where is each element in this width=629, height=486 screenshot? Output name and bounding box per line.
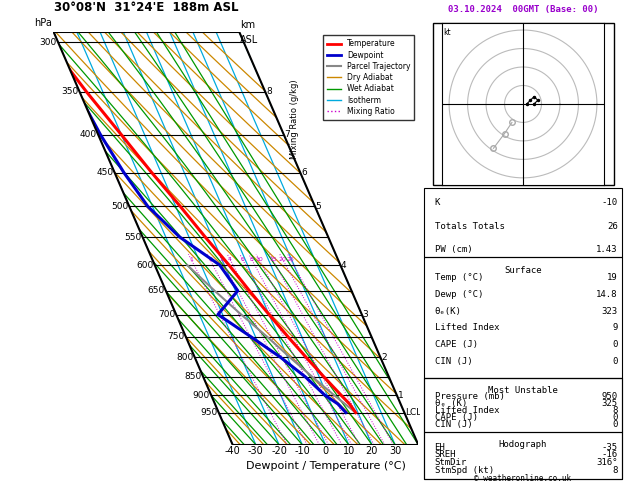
Text: 300: 300: [40, 38, 57, 47]
Text: 316°: 316°: [596, 458, 618, 468]
Text: -35: -35: [601, 443, 618, 451]
Text: 6: 6: [241, 257, 245, 262]
Bar: [433, 23, 613, 185]
Text: Surface: Surface: [504, 266, 542, 275]
Text: StmDir: StmDir: [435, 458, 467, 468]
Text: Mixing Ratio (g/kg): Mixing Ratio (g/kg): [290, 79, 299, 159]
Text: 950: 950: [200, 408, 218, 417]
Text: 4: 4: [341, 260, 347, 270]
Text: 10: 10: [255, 257, 263, 262]
Text: 950: 950: [601, 393, 618, 401]
Text: θₑ(K): θₑ(K): [435, 307, 462, 315]
Text: kt: kt: [443, 28, 451, 37]
Text: 4: 4: [228, 257, 232, 262]
Text: Totals Totals: Totals Totals: [435, 222, 504, 230]
Text: SREH: SREH: [435, 451, 456, 459]
Text: 15: 15: [269, 257, 277, 262]
Text: 8: 8: [250, 257, 253, 262]
Text: Dewpoint / Temperature (°C): Dewpoint / Temperature (°C): [245, 461, 406, 471]
Text: 450: 450: [96, 168, 113, 177]
Text: Lifted Index: Lifted Index: [435, 406, 499, 416]
Text: -16: -16: [601, 451, 618, 459]
Text: CIN (J): CIN (J): [435, 357, 472, 365]
Bar: [425, 432, 621, 479]
Text: -30: -30: [248, 446, 264, 456]
Bar: [425, 188, 621, 258]
Text: Dewp (°C): Dewp (°C): [435, 290, 483, 299]
Text: 350: 350: [61, 87, 79, 96]
Text: 0: 0: [612, 420, 618, 429]
Text: Hodograph: Hodograph: [499, 440, 547, 449]
Text: ASL: ASL: [240, 35, 258, 45]
Text: 20: 20: [279, 257, 287, 262]
Text: Lifted Index: Lifted Index: [435, 323, 499, 332]
Text: 7: 7: [284, 130, 291, 139]
Text: 650: 650: [147, 286, 165, 295]
Text: -10: -10: [601, 198, 618, 208]
Text: 0: 0: [612, 357, 618, 365]
Text: -10: -10: [294, 446, 310, 456]
Text: 03.10.2024  00GMT (Base: 00): 03.10.2024 00GMT (Base: 00): [448, 5, 598, 14]
Text: 14.8: 14.8: [596, 290, 618, 299]
Bar: [425, 378, 621, 479]
Text: 900: 900: [192, 391, 210, 399]
Text: 8: 8: [266, 87, 272, 96]
Text: hPa: hPa: [35, 18, 52, 28]
Text: 1: 1: [189, 257, 193, 262]
Text: 500: 500: [111, 202, 128, 211]
Text: EH: EH: [435, 443, 445, 451]
Text: CAPE (J): CAPE (J): [435, 340, 477, 349]
Text: 600: 600: [136, 260, 153, 270]
Text: CAPE (J): CAPE (J): [435, 413, 477, 422]
Text: 700: 700: [158, 310, 175, 319]
Text: Temp (°C): Temp (°C): [435, 273, 483, 282]
Text: Pressure (mb): Pressure (mb): [435, 393, 504, 401]
Text: StmSpd (kt): StmSpd (kt): [435, 467, 494, 475]
Text: 9: 9: [612, 323, 618, 332]
Text: 10: 10: [343, 446, 355, 456]
Text: © weatheronline.co.uk: © weatheronline.co.uk: [474, 474, 572, 483]
Text: 750: 750: [167, 332, 185, 341]
Text: 550: 550: [124, 233, 142, 242]
Text: 0: 0: [323, 446, 328, 456]
Text: 400: 400: [80, 130, 97, 139]
Text: 30: 30: [389, 446, 401, 456]
Text: Most Unstable: Most Unstable: [488, 386, 558, 396]
Text: 30°08'N  31°24'E  188m ASL: 30°08'N 31°24'E 188m ASL: [54, 1, 238, 14]
Text: 20: 20: [365, 446, 378, 456]
Text: 5: 5: [316, 202, 321, 211]
Text: θₑ (K): θₑ (K): [435, 399, 467, 408]
Text: 0: 0: [612, 413, 618, 422]
Text: 850: 850: [185, 372, 202, 382]
Text: 2: 2: [208, 257, 212, 262]
Text: -40: -40: [225, 446, 240, 456]
Text: 1: 1: [398, 391, 403, 399]
Bar: [425, 258, 621, 378]
Text: -20: -20: [271, 446, 287, 456]
Text: 26: 26: [607, 222, 618, 230]
Text: 8: 8: [612, 467, 618, 475]
Text: 0: 0: [612, 340, 618, 349]
Text: PW (cm): PW (cm): [435, 245, 472, 254]
Text: 325: 325: [601, 399, 618, 408]
Text: 800: 800: [176, 353, 194, 362]
Text: km: km: [240, 20, 255, 30]
Legend: Temperature, Dewpoint, Parcel Trajectory, Dry Adiabat, Wet Adiabat, Isotherm, Mi: Temperature, Dewpoint, Parcel Trajectory…: [323, 35, 415, 120]
Text: LCL: LCL: [405, 408, 421, 417]
Text: CIN (J): CIN (J): [435, 420, 472, 429]
Text: 323: 323: [601, 307, 618, 315]
Text: 19: 19: [607, 273, 618, 282]
Text: 6: 6: [301, 168, 307, 177]
Text: 25: 25: [287, 257, 294, 262]
Text: 8: 8: [612, 406, 618, 416]
Text: 3: 3: [362, 310, 368, 319]
Text: 2: 2: [381, 353, 387, 362]
Bar: [425, 378, 621, 432]
Text: K: K: [435, 198, 440, 208]
Text: 1.43: 1.43: [596, 245, 618, 254]
Text: 3: 3: [220, 257, 224, 262]
